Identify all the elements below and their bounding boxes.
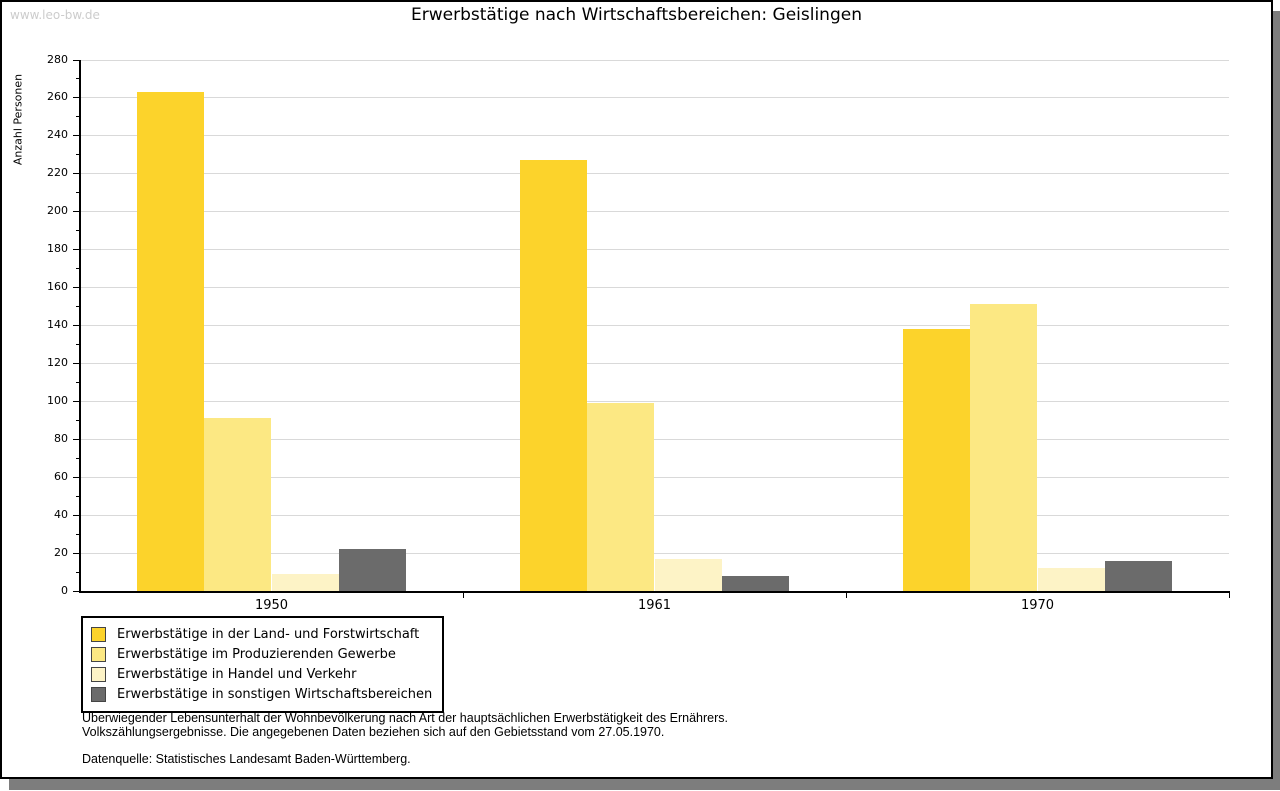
y-tick (76, 420, 80, 422)
footer-note-line-2: Volkszählungsergebnisse. Die angegebenen… (82, 725, 665, 739)
x-tick (846, 591, 847, 598)
footer-note-line-1: Überwiegender Lebensunterhalt der Wohnbe… (82, 711, 728, 725)
y-tick (73, 211, 80, 213)
y-tick-label: 260 (47, 90, 68, 104)
y-tick (73, 173, 80, 175)
bar (902, 329, 971, 591)
legend-label: Erwerbstätige in der Land- und Forstwirt… (117, 626, 420, 642)
y-tick-label: 100 (47, 394, 68, 408)
legend-row: Erwerbstätige in Handel und Verkehr (91, 664, 432, 684)
y-tick (76, 496, 80, 498)
y-tick (76, 458, 80, 460)
legend-label: Erwerbstätige im Produzierenden Gewerbe (117, 646, 396, 662)
gridline (80, 211, 1229, 213)
x-tick (1229, 591, 1230, 598)
legend-row: Erwerbstätige im Produzierenden Gewerbe (91, 644, 432, 664)
chart-card: www.leo-bw.de Erwerbstätige nach Wirtsch… (0, 0, 1273, 779)
y-tick-label: 140 (47, 318, 68, 332)
gridline (80, 363, 1229, 365)
bar (338, 549, 407, 591)
y-tick (76, 230, 80, 232)
footer-source: Datenquelle: Statistisches Landesamt Bad… (82, 752, 411, 766)
legend-label: Erwerbstätige in Handel und Verkehr (117, 666, 357, 682)
y-tick (73, 287, 80, 289)
gridline (80, 173, 1229, 175)
y-tick (76, 572, 80, 574)
x-tick (463, 591, 464, 598)
bar (136, 91, 205, 591)
y-tick (73, 477, 80, 479)
x-category-label: 1961 (637, 598, 672, 613)
gridline (80, 401, 1229, 403)
bar (271, 573, 339, 591)
bar (970, 304, 1038, 591)
y-tick (76, 268, 80, 270)
y-tick (76, 306, 80, 308)
bar (519, 160, 588, 591)
bar (654, 558, 722, 591)
bar (1037, 568, 1105, 591)
y-tick-label: 200 (47, 204, 68, 218)
bar (204, 418, 272, 591)
legend-swatch (91, 626, 106, 642)
y-tick-label: 160 (47, 280, 68, 294)
y-axis-line (79, 59, 81, 593)
y-tick-label: 20 (54, 546, 68, 560)
y-tick (73, 363, 80, 365)
bar (587, 403, 655, 591)
y-tick (76, 344, 80, 346)
y-tick-label: 40 (54, 508, 68, 522)
y-tick-label: 180 (47, 242, 68, 256)
bar (721, 575, 790, 591)
gridline (80, 515, 1229, 517)
y-tick-label: 280 (47, 52, 68, 66)
gridline (80, 97, 1229, 99)
y-tick (76, 534, 80, 536)
chart-title: Erwerbstätige nach Wirtschaftsbereichen:… (411, 5, 862, 25)
legend-label: Erwerbstätige in sonstigen Wirtschaftsbe… (117, 686, 433, 702)
legend: Erwerbstätige in der Land- und Forstwirt… (81, 616, 445, 713)
y-tick (73, 135, 80, 137)
y-tick (73, 59, 80, 61)
y-tick-label: 240 (47, 128, 68, 142)
y-tick (73, 249, 80, 251)
gridline (80, 135, 1229, 137)
plot-area: 1950 1961 1970 0 20 40 60 80 100 120 140 160 180 200 2… (2, 2, 1271, 777)
y-tick (73, 591, 80, 592)
y-tick (76, 116, 80, 118)
y-tick (76, 192, 80, 194)
gridline (80, 59, 1229, 61)
gridline (80, 553, 1229, 555)
bar (1104, 560, 1173, 591)
gridline (80, 249, 1229, 251)
gridline (80, 325, 1229, 327)
y-tick (73, 325, 80, 327)
legend-swatch (91, 686, 106, 702)
x-axis-line (79, 591, 1230, 593)
x-category-label: 1950 (254, 598, 289, 613)
y-tick (73, 439, 80, 441)
footer-notes: Überwiegender Lebensunterhalt der Wohnbe… (82, 711, 728, 766)
y-tick-label: 220 (47, 166, 68, 180)
gridline (80, 439, 1229, 441)
y-tick-label: 60 (54, 470, 68, 484)
y-tick-label: 80 (54, 432, 68, 446)
watermark: www.leo-bw.de (10, 8, 100, 22)
legend-row: Erwerbstätige in sonstigen Wirtschaftsbe… (91, 684, 432, 704)
y-tick-label: 0 (61, 584, 68, 597)
legend-row: Erwerbstätige in der Land- und Forstwirt… (91, 624, 432, 644)
gridline (80, 477, 1229, 479)
y-tick (76, 78, 80, 80)
y-tick (76, 382, 80, 384)
y-tick-label: 120 (47, 356, 68, 370)
x-category-label: 1970 (1020, 598, 1055, 613)
y-tick (73, 553, 80, 555)
y-tick (73, 97, 80, 99)
legend-swatch (91, 666, 106, 682)
y-tick (73, 515, 80, 517)
y-tick (73, 401, 80, 403)
legend-swatch (91, 646, 106, 662)
y-tick (76, 154, 80, 156)
gridline (80, 287, 1229, 289)
